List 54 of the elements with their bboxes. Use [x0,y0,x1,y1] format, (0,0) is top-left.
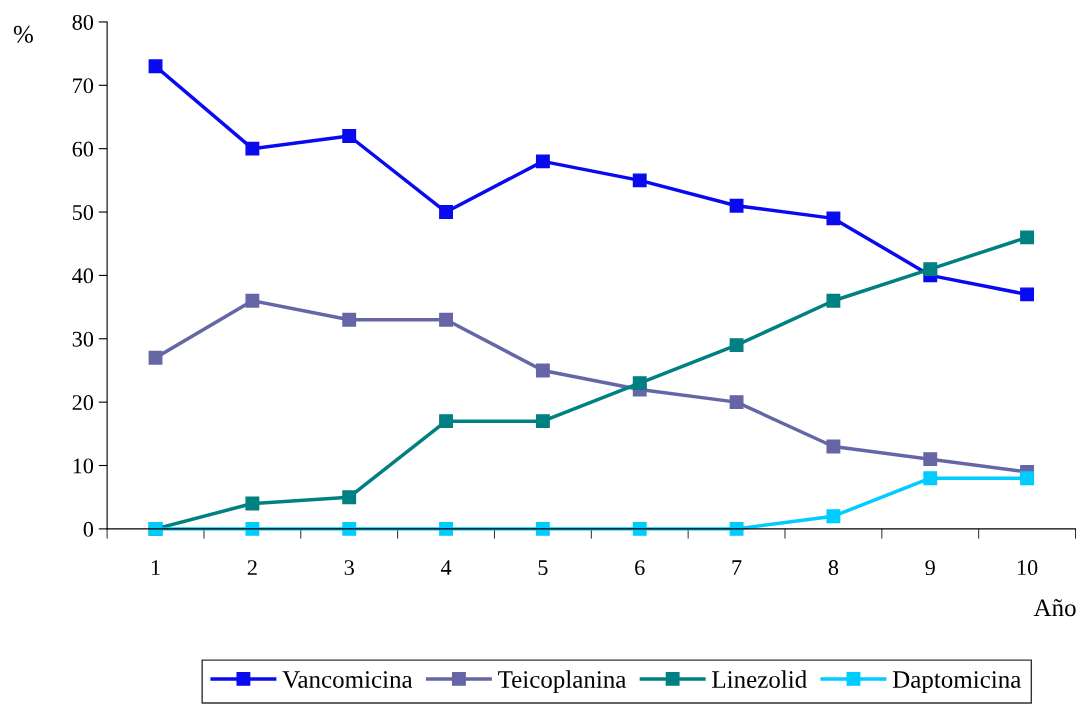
x-tick-label: 9 [925,560,935,576]
x-tick-label: 10 [1017,560,1038,576]
point [342,129,357,143]
y-tick-label: 20 [72,395,94,411]
point [148,59,163,74]
x-axis-title: Año [1033,599,1076,617]
point [826,293,841,308]
point [632,173,647,188]
x-tick-label: 8 [828,560,839,576]
y-axis-title: % [13,25,33,43]
point [245,496,260,511]
x-tick-label: 3 [344,560,354,576]
legend-label: Linezolid [712,670,807,688]
y-tick-label: 80 [72,14,94,30]
x-tick-label: 2 [247,560,257,575]
point [826,211,841,226]
point [632,376,647,391]
point [729,338,744,353]
point [535,414,550,429]
y-tick-label: 70 [73,78,94,94]
x-tick-label: 4 [440,560,452,575]
legend-label: Vancomicina [282,671,413,689]
point [342,312,357,327]
y-tick-label: 60 [72,141,94,157]
y-tick-label: 50 [72,204,94,220]
point [1020,287,1035,302]
x-tick-label: 6 [635,560,645,576]
point [729,395,744,410]
point [439,414,453,429]
y-tick-label: 30 [72,331,94,347]
point [729,198,744,213]
point [923,262,938,277]
point [439,312,453,327]
point [826,439,841,454]
y-tick-label: 0 [83,521,94,537]
point [826,509,841,524]
point [923,452,938,467]
point [535,154,550,169]
x-tick-label: 5 [538,560,548,576]
x-tick-label: 7 [732,560,742,575]
point [148,350,163,365]
legend-label: Teicoplanina [498,670,627,693]
point [535,363,550,378]
point [245,141,260,156]
point [1020,230,1035,245]
x-tick-label: 1 [151,560,160,575]
point [245,293,260,308]
point [439,205,453,219]
point [923,471,938,486]
point [342,490,357,505]
y-tick-label: 40 [72,268,94,284]
point [1020,471,1035,486]
legend-label: Daptomicina [892,671,1021,693]
y-tick-label: 10 [73,458,94,474]
